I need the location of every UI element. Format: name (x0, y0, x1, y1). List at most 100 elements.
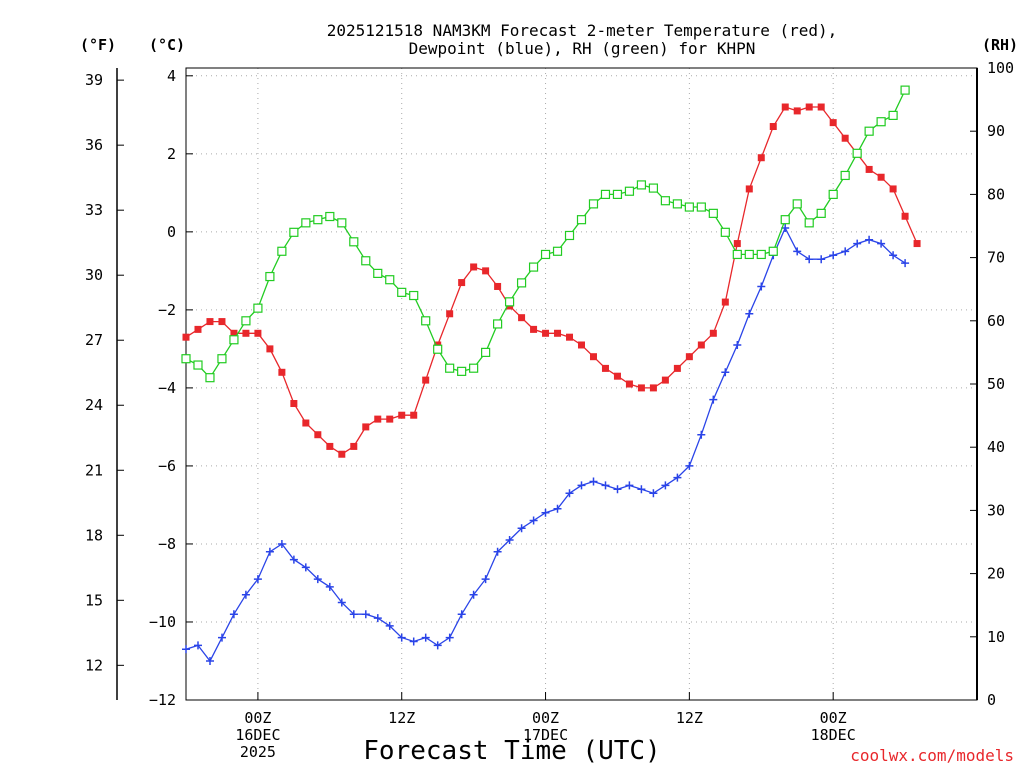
time-tick-label: 17DEC (523, 726, 568, 744)
rh-unit-label: (RH) (982, 36, 1018, 54)
rh-point (768, 246, 778, 256)
rh-point (660, 196, 670, 206)
dewpoint-point (721, 368, 730, 377)
rh-point (636, 180, 647, 190)
fahrenheit-tick-label: 24 (85, 396, 103, 414)
dewpoint-point (421, 633, 430, 642)
temperature-point (637, 384, 645, 392)
temperature-point (326, 442, 334, 450)
rh-point (540, 249, 551, 260)
celsius-tick-label: 2 (167, 145, 176, 163)
dewpoint-point (241, 590, 250, 599)
rh-point (696, 202, 706, 212)
rh-point (516, 278, 527, 288)
temperature-point (769, 123, 777, 131)
rh-tick-label: 20 (987, 565, 1005, 583)
rh-tick-label: 0 (987, 691, 996, 709)
temperature-point (901, 212, 909, 220)
dewpoint-point (649, 489, 658, 498)
rh-point (361, 256, 371, 266)
temperature-point (230, 329, 238, 337)
dewpoint-point (661, 481, 670, 490)
rh-point (852, 148, 862, 158)
temperature-point (913, 240, 921, 248)
dewpoint-point (829, 251, 838, 260)
dewpoint-point (805, 255, 814, 264)
rh-point (313, 215, 323, 225)
rh-point (325, 211, 335, 222)
fahrenheit-unit-label: (°F) (80, 36, 116, 54)
dewpoint-point (265, 547, 274, 556)
fahrenheit-tick-label: 12 (85, 656, 103, 674)
rh-point (277, 246, 287, 256)
rh-point (409, 290, 419, 301)
dewpoint-point (409, 637, 418, 646)
dewpoint-point (361, 610, 370, 619)
rh-point (876, 117, 886, 127)
temperature-point (194, 325, 202, 333)
credit-text: coolwx.com/models (850, 746, 1014, 765)
dewpoint-point (194, 641, 202, 650)
rh-point (828, 189, 838, 199)
temperature-point (542, 329, 550, 337)
rh-point (445, 363, 455, 373)
dewpoint-point (745, 309, 754, 318)
temperature-point (302, 419, 310, 427)
dewpoint-point (373, 614, 382, 623)
temperature-point (709, 329, 717, 337)
celsius-unit-label: (°C) (149, 36, 185, 54)
rh-point (792, 199, 802, 209)
rh-tick-label: 60 (987, 312, 1005, 330)
fahrenheit-tick-label: 30 (85, 266, 103, 284)
plot-frame (185, 67, 978, 701)
temperature-point (566, 333, 574, 341)
rh-tick-label: 30 (987, 501, 1005, 519)
fahrenheit-tick-label: 27 (85, 331, 103, 349)
celsius-tick-label: −10 (149, 613, 176, 631)
temperature-point (350, 442, 358, 450)
dewpoint-point (613, 485, 622, 494)
rh-point (648, 183, 659, 193)
rh-point (481, 347, 491, 357)
temperature-point (254, 329, 262, 337)
rh-point (840, 170, 850, 181)
rh-point (624, 186, 635, 196)
rh-point (205, 373, 215, 383)
dewpoint-point (253, 575, 262, 584)
dewpoint-point (289, 555, 298, 564)
fahrenheit-tick-label: 18 (85, 526, 103, 544)
dewpoint-point (481, 575, 490, 584)
rh-point (720, 227, 730, 237)
dewpoint-point (469, 590, 478, 599)
dewpoint-point (817, 255, 826, 264)
chart-title-line1: 2025121518 NAM3KM Forecast 2-meter Tempe… (327, 21, 838, 40)
dewpoint-point (553, 504, 562, 513)
temperature-point (589, 353, 597, 361)
time-tick-label: 00Z (532, 709, 559, 727)
rh-point (744, 249, 754, 260)
celsius-tick-label: −12 (149, 691, 176, 709)
fahrenheit-tick-label: 33 (85, 201, 103, 219)
rh-point (457, 366, 467, 376)
dewpoint-point (218, 633, 226, 642)
dewpoint-point (877, 239, 886, 248)
fahrenheit-tick-label: 15 (85, 591, 103, 609)
rh-point (241, 316, 251, 326)
temperature-point (889, 185, 897, 193)
temperature-point (649, 384, 657, 392)
rh-point (337, 218, 347, 228)
dewpoint-point (793, 247, 802, 256)
temperature-point (422, 376, 430, 384)
temperature-point (470, 263, 478, 271)
time-tick-label: 12Z (388, 709, 415, 727)
dewpoint-point (589, 477, 598, 486)
rh-point (900, 85, 910, 95)
fahrenheit-tick-label: 21 (85, 461, 103, 479)
rh-tick-label: 70 (987, 249, 1005, 267)
rh-point (780, 215, 790, 225)
rh-point (732, 249, 742, 260)
rh-tick-label: 100 (987, 59, 1014, 77)
time-tick-label: 18DEC (811, 726, 856, 744)
temperature-point (865, 165, 873, 173)
